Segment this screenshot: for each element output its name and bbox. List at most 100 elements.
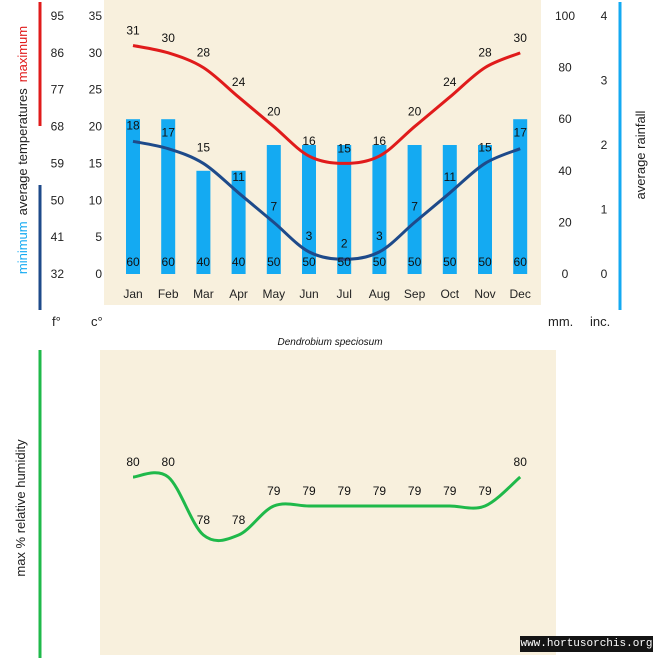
maximum-word: maximum	[15, 26, 30, 82]
rainfall-data-label: 50	[267, 255, 281, 269]
maximum-data-label: 30	[514, 31, 528, 45]
rainfall-data-label: 50	[302, 255, 316, 269]
month-tick-label: Oct	[440, 287, 459, 301]
celsius-tick-label: 30	[89, 46, 103, 60]
fahrenheit-tick-label: 32	[51, 267, 65, 281]
rainfall-bar	[266, 145, 281, 274]
rainfall-bar	[196, 170, 211, 274]
month-tick-label: Jul	[337, 287, 352, 301]
rainfall-data-label: 50	[338, 255, 352, 269]
minimum-data-label: 11	[444, 170, 457, 184]
fahrenheit-tick-label: 41	[51, 230, 65, 244]
minimum-data-label: 15	[197, 140, 211, 154]
temperature-lines	[132, 44, 522, 543]
rainfall-mm-tick-label: 100	[555, 9, 575, 23]
rainfall-inch-tick-label: 2	[601, 138, 608, 152]
rainfall-bar	[407, 145, 422, 274]
celsius-tick-label: 5	[95, 230, 102, 244]
rainfall-mm-tick-label: 40	[558, 164, 572, 178]
temperature-middle-label: average temperatures	[15, 88, 30, 216]
maximum-data-label: 15	[338, 141, 352, 155]
celsius-tick-label: 10	[89, 193, 103, 207]
rainfall-bar	[337, 145, 352, 274]
fahrenheit-tick-label: 68	[51, 120, 65, 134]
maximum-data-label: 31	[126, 23, 140, 37]
rainfall-mm-tick-label: 20	[558, 215, 572, 229]
fahrenheit-tick-label: 95	[51, 9, 65, 23]
maximum-data-label: 28	[478, 46, 492, 60]
humidity-data-label: 79	[478, 484, 492, 498]
mm-unit: mm.	[548, 314, 573, 329]
celsius-unit: c°	[91, 314, 103, 329]
month-tick-label: Nov	[474, 287, 495, 301]
rainfall-mm-tick-label: 0	[562, 267, 569, 281]
species-caption: Dendrobium speciosum	[277, 337, 382, 348]
month-tick-label: Jun	[299, 287, 318, 301]
rainfall-data-label: 60	[126, 255, 140, 269]
rainfall-data-label: 40	[232, 255, 246, 269]
rainfall-mm-tick-label: 80	[558, 61, 572, 75]
rainfall-data-label: 50	[408, 255, 422, 269]
humidity-data-label: 78	[232, 513, 246, 527]
chart-text-marks: 3241505968778695051015202530350204060801…	[51, 9, 608, 527]
rainfall-data-label: 50	[373, 255, 387, 269]
rainfall-bar	[372, 145, 387, 274]
rainfall-bar	[442, 145, 457, 274]
rainfall-bar	[513, 119, 528, 274]
temperature-axis-label: minimum average temperatures maximum	[15, 26, 30, 274]
rainfall-data-label: 60	[514, 255, 528, 269]
fahrenheit-tick-label: 59	[51, 156, 65, 170]
month-tick-label: Jan	[123, 287, 142, 301]
rainfall-inch-tick-label: 1	[601, 203, 608, 217]
maximum-data-label: 20	[267, 105, 281, 119]
month-tick-label: Dec	[510, 287, 531, 301]
minimum-data-label: 7	[270, 199, 277, 213]
rainfall-data-label: 40	[197, 255, 211, 269]
fahrenheit-unit: f°	[52, 314, 61, 329]
minimum-data-label: 3	[306, 229, 313, 243]
minimum-data-label: 3	[376, 229, 383, 243]
humidity-data-label: 79	[302, 484, 316, 498]
rainfall-data-label: 50	[478, 255, 492, 269]
humidity-data-label: 80	[126, 455, 140, 469]
minimum-data-label: 11	[232, 170, 245, 184]
watermark: www.hortusorchis.org	[520, 636, 653, 652]
humidity-plot-background	[100, 350, 556, 655]
rainfall-inch-tick-label: 3	[601, 74, 608, 88]
month-tick-label: Feb	[158, 287, 179, 301]
humidity-data-label: 79	[373, 484, 387, 498]
rainfall-bar	[126, 119, 140, 274]
humidity-data-label: 79	[443, 484, 457, 498]
fahrenheit-tick-label: 86	[51, 46, 65, 60]
maximum-data-label: 16	[373, 134, 387, 148]
minimum-data-label: 17	[514, 126, 528, 140]
minimum-data-label: 2	[341, 236, 348, 250]
rainfall-inch-tick-label: 0	[601, 267, 608, 281]
minimum-data-label: 18	[126, 118, 140, 132]
minimum-data-label: 7	[411, 199, 418, 213]
month-tick-label: Sep	[404, 287, 426, 301]
celsius-tick-label: 20	[89, 120, 103, 134]
maximum-data-label: 24	[232, 75, 246, 89]
month-tick-label: Aug	[369, 287, 390, 301]
month-tick-label: Apr	[229, 287, 248, 301]
minimum-data-label: 17	[162, 126, 176, 140]
inch-unit: inc.	[590, 314, 610, 329]
rainfall-data-label: 50	[443, 255, 457, 269]
rainfall-bar	[302, 145, 316, 274]
celsius-tick-label: 15	[89, 156, 103, 170]
rainfall-bar	[161, 119, 176, 274]
humidity-data-label: 78	[197, 513, 211, 527]
rainfall-axis-label: average rainfall	[633, 110, 648, 199]
humidity-axis-label: max % relative humidity	[13, 439, 28, 577]
celsius-tick-label: 35	[89, 9, 103, 23]
rainfall-bar	[478, 145, 492, 274]
minimum-data-label: 15	[478, 140, 492, 154]
humidity-data-label: 80	[162, 455, 176, 469]
rainfall-inch-tick-label: 4	[601, 9, 608, 23]
rainfall-mm-tick-label: 60	[558, 112, 572, 126]
rainfall-data-label: 60	[162, 255, 176, 269]
minimum-word: minimum	[15, 221, 30, 274]
humidity-data-label: 79	[338, 484, 352, 498]
